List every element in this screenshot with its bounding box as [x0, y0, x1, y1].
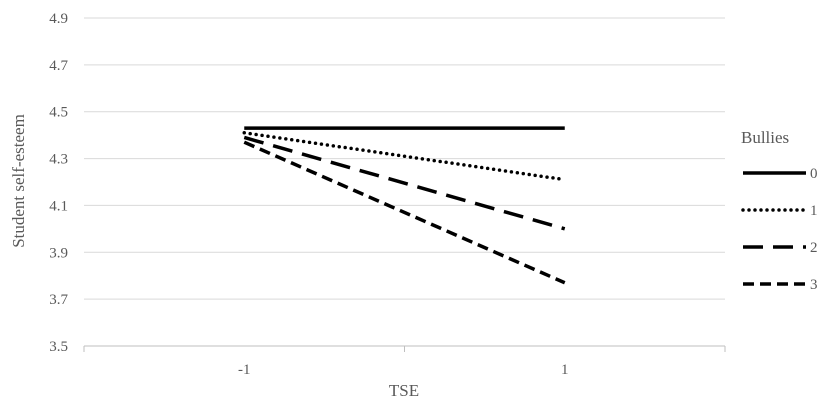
y-tick-label: 4.5	[49, 105, 68, 121]
legend-label-1: 1	[810, 203, 818, 219]
series-line-3	[243, 140, 566, 285]
series-line-1	[242, 131, 567, 182]
x-axis-title: TSE	[389, 381, 419, 400]
y-tick-label: 4.1	[49, 198, 68, 214]
y-axis-ticks: 3.5 3.7 3.9 4.1 4.3 4.5 4.7 4.9	[49, 11, 68, 355]
legend-label-2: 2	[810, 240, 818, 256]
y-tick-label: 4.3	[49, 152, 68, 168]
legend: Bullies 0 1 2 3	[741, 128, 818, 293]
y-tick-label: 4.7	[49, 58, 68, 74]
x-tick-label: 1	[561, 362, 569, 378]
x-tick-label: -1	[238, 362, 251, 378]
y-tick-label: 4.9	[49, 11, 68, 27]
series-lines	[242, 126, 567, 285]
y-axis-title: Student self-esteem	[9, 114, 28, 248]
legend-title: Bullies	[741, 128, 789, 147]
y-tick-label: 3.5	[49, 339, 68, 355]
x-axis: -1 1	[83, 345, 726, 378]
y-tick-label: 3.9	[49, 245, 68, 261]
legend-label-3: 3	[810, 277, 818, 293]
y-tick-label: 3.7	[49, 292, 68, 308]
series-line-2	[243, 135, 566, 231]
gridlines	[84, 17, 725, 300]
legend-label-0: 0	[810, 166, 818, 182]
